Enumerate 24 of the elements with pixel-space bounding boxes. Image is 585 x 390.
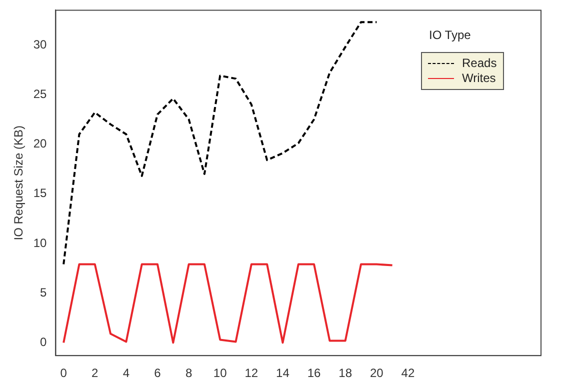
- x-tick-label: 14: [276, 366, 290, 380]
- x-tick-label: 2: [92, 366, 99, 380]
- x-tick-label: 18: [338, 366, 352, 380]
- x-tick-label: 0: [60, 366, 68, 380]
- x-tick-label: 8: [185, 366, 192, 380]
- legend-title: IO Type: [429, 28, 472, 42]
- x-tick-label: 4: [122, 366, 130, 380]
- y-tick-label: 25: [33, 86, 48, 101]
- x-tick-label: 10: [213, 366, 228, 380]
- x-tick-label: 20: [370, 366, 384, 380]
- line-series: [62, 21, 378, 266]
- y-tick-label: 0: [40, 335, 48, 350]
- y-tick-label: 20: [33, 136, 48, 151]
- y-tick-label: 15: [33, 186, 48, 200]
- y-axis-title: IO Request Size (KB): [12, 126, 26, 240]
- x-tick-label: 6: [154, 366, 162, 380]
- x-tick-label: 12: [244, 366, 258, 380]
- legend-label: Writes: [462, 71, 496, 86]
- y-tick-label: 30: [33, 37, 48, 52]
- legend-label: Reads: [462, 56, 497, 72]
- x-tick-label: 16: [307, 366, 322, 380]
- y-tick-label: 5: [40, 285, 48, 300]
- y-tick-label: 10: [33, 236, 48, 250]
- x-tick-label: 42: [401, 366, 415, 380]
